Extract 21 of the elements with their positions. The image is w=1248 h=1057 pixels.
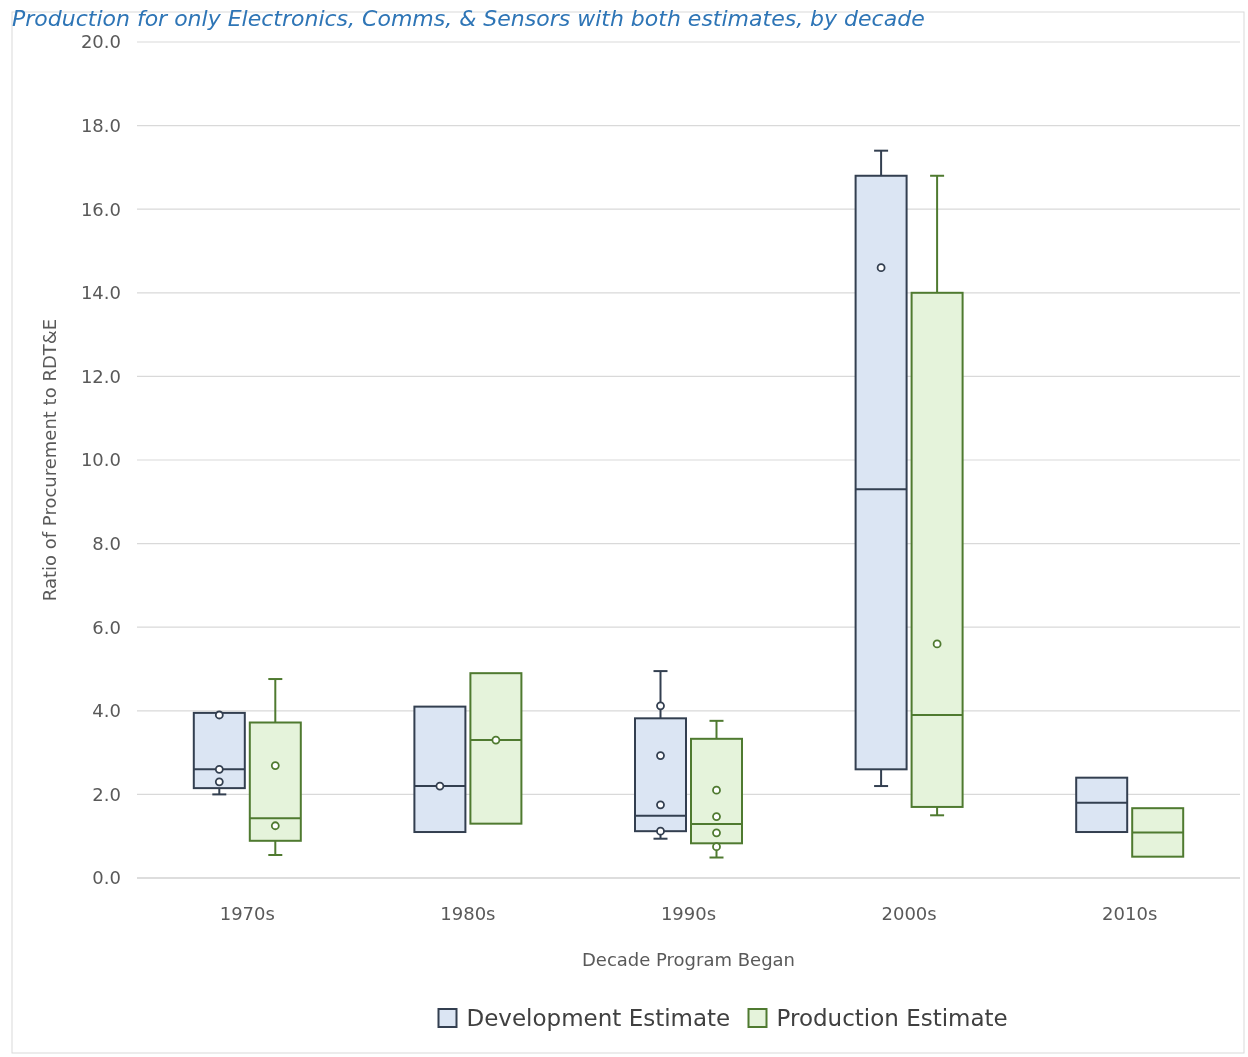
y-tick-label: 14.0 — [80, 282, 121, 304]
y-tick-label: 20.0 — [80, 31, 121, 53]
y-tick-label: 8.0 — [92, 532, 121, 554]
y-axis-title: Ratio of Procurement to RDT&E — [39, 318, 60, 602]
y-tick-label: 6.0 — [92, 616, 121, 638]
x-tick-label: 1980s — [440, 903, 496, 924]
y-tick-label: 4.0 — [92, 700, 121, 722]
y-tick-label: 12.0 — [80, 365, 121, 387]
x-tick-label: 2000s — [881, 903, 937, 924]
x-axis-title: Decade Program Began — [581, 949, 796, 970]
x-tick-label: 1970s — [219, 903, 275, 924]
chart-title: Production for only Electronics, Comms, & Sensors with both estimates, by decade — [12, 6, 925, 31]
x-tick-label: 1990s — [660, 903, 717, 924]
y-tick-label: 16.0 — [80, 198, 121, 220]
legend-label: Development Estimate — [466, 1005, 731, 1032]
legend-label: Production Estimate — [776, 1005, 1008, 1032]
y-tick-label: 18.0 — [80, 114, 121, 136]
y-tick-label: 2.0 — [92, 783, 121, 805]
y-tick-label: 10.0 — [80, 449, 121, 471]
y-tick-label: 0.0 — [92, 867, 121, 889]
x-tick-label: 2010s — [1102, 903, 1158, 924]
